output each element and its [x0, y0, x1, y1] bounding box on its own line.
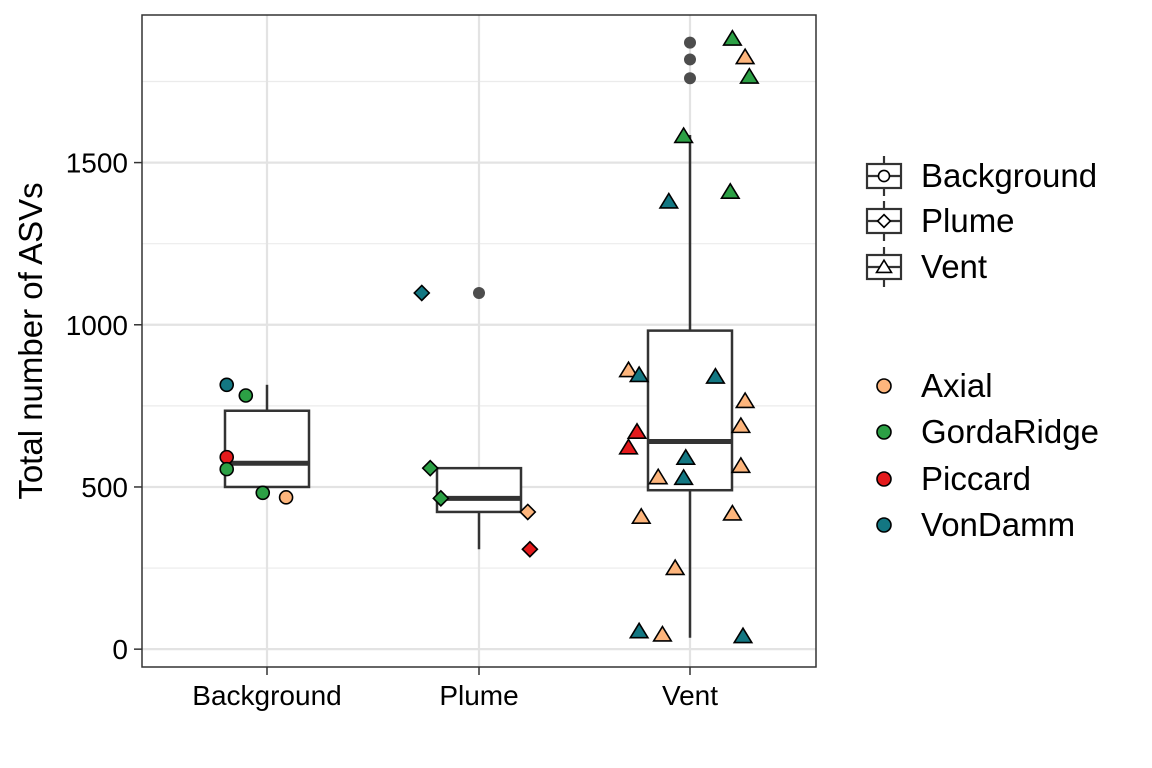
- legend-swatch-gordaridge: [876, 424, 892, 440]
- color-legend-label: VonDamm: [921, 506, 1075, 543]
- legend-shape-triangle-icon: [875, 258, 893, 274]
- y-tick-label: 1000: [66, 310, 128, 341]
- legend-swatch-vondamm: [876, 517, 892, 533]
- data-point-axial: [722, 504, 743, 521]
- data-point-axial: [519, 503, 537, 521]
- data-point-axial: [664, 558, 686, 576]
- data-point-gordaridge: [219, 461, 235, 477]
- data-point-vondamm: [732, 626, 754, 644]
- data-point-vondamm: [413, 284, 431, 302]
- outlier-point: [473, 286, 485, 299]
- shape-legend-label: Vent: [921, 248, 987, 285]
- y-tick-label: 0: [112, 634, 128, 665]
- data-point-vondamm: [673, 468, 694, 486]
- box-iqr: [435, 466, 523, 514]
- legend-swatch-piccard: [876, 471, 892, 487]
- data-point-vondamm: [219, 377, 235, 393]
- x-axis: Background Plume Vent: [192, 667, 718, 711]
- box-plume: [435, 286, 523, 550]
- box-iqr: [223, 409, 311, 489]
- color-legend: Axial GordaRidge Piccard VonDamm: [876, 367, 1099, 543]
- shape-legend-key: [865, 201, 903, 241]
- data-point-vondamm: [628, 621, 650, 639]
- data-point-axial: [652, 625, 673, 642]
- y-axis: 0 500 1000 1500: [66, 148, 142, 665]
- shape-legend: Background Plume Vent: [865, 156, 1097, 287]
- data-point-axial: [647, 467, 669, 485]
- data-point-gordaridge: [421, 459, 439, 477]
- outlier-point: [684, 36, 696, 49]
- data-point-gordaridge: [432, 489, 450, 507]
- data-point-axial: [278, 490, 294, 505]
- data-point-piccard: [521, 540, 539, 558]
- x-tick-label: Background: [192, 680, 341, 711]
- outlier-point: [684, 53, 696, 66]
- x-tick-label: Vent: [662, 680, 718, 711]
- color-legend-label: Piccard: [921, 460, 1031, 497]
- data-point-gordaridge: [739, 67, 760, 84]
- data-point-gordaridge: [673, 126, 694, 144]
- data-point-gordaridge: [238, 388, 254, 403]
- color-legend-label: GordaRidge: [921, 413, 1099, 450]
- shape-legend-label: Background: [921, 157, 1097, 194]
- data-point-vondamm: [658, 191, 680, 209]
- outlier-point: [684, 72, 696, 85]
- y-tick-label: 1500: [66, 148, 128, 179]
- legend-shape-diamond-icon: [876, 213, 892, 229]
- y-tick-label: 500: [81, 472, 128, 503]
- legend-swatch-axial: [876, 378, 892, 394]
- data-points: [219, 29, 760, 644]
- data-point-gordaridge: [255, 485, 271, 501]
- data-point-piccard: [626, 422, 648, 440]
- data-point-gordaridge: [722, 29, 743, 46]
- data-point-vondamm: [628, 365, 650, 383]
- data-point-axial: [734, 391, 756, 409]
- data-point-axial: [631, 507, 652, 525]
- box-background: [223, 384, 311, 489]
- color-legend-label: Axial: [921, 367, 993, 404]
- y-axis-title: Total number of ASVs: [12, 182, 49, 499]
- data-point-piccard: [618, 437, 639, 455]
- box-iqr: [646, 329, 734, 492]
- data-point-vondamm: [705, 367, 726, 384]
- data-point-axial: [618, 360, 639, 378]
- data-point-piccard: [219, 449, 235, 465]
- shape-legend-label: Plume: [921, 202, 1015, 239]
- data-point-axial: [730, 456, 752, 474]
- legend-shape-circle-icon: [877, 169, 891, 183]
- x-tick-label: Plume: [439, 680, 518, 711]
- data-point-axial: [734, 47, 756, 65]
- data-point-gordaridge: [720, 182, 741, 199]
- data-point-axial: [730, 416, 752, 434]
- shape-legend-key: [865, 156, 903, 196]
- shape-legend-key: [865, 247, 903, 287]
- data-point-vondamm: [675, 448, 696, 465]
